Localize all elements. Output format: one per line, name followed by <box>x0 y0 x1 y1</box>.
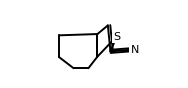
Text: S: S <box>113 32 120 42</box>
Text: N: N <box>130 45 139 55</box>
